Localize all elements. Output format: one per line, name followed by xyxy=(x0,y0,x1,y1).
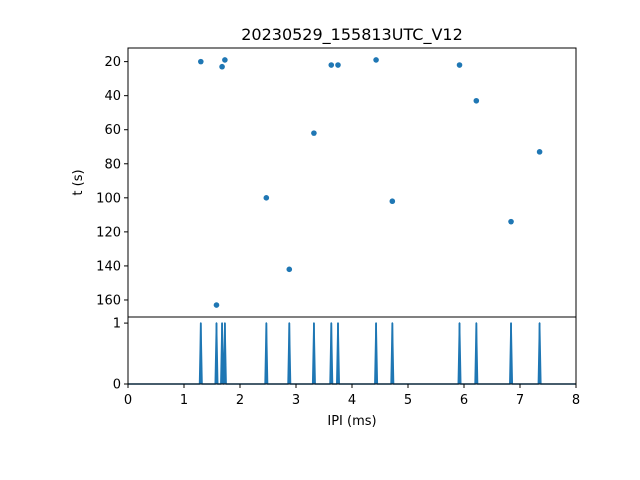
ipi-series-line xyxy=(128,322,576,385)
y-tick-label-4: 100 xyxy=(96,191,121,206)
plot-frame xyxy=(127,47,577,318)
scatter-point-6 xyxy=(311,130,317,136)
x-tick-label-3: 3 xyxy=(292,393,300,408)
y-tick-label-lower-0: 0 xyxy=(113,378,121,393)
scatter-point-7 xyxy=(328,62,335,68)
y-tick-label-lower-1: 1 xyxy=(113,317,121,332)
scatter-point-3 xyxy=(222,57,228,63)
x-tick-label-4: 4 xyxy=(348,393,356,408)
y-tick-label-7: 160 xyxy=(96,293,121,308)
x-axis-ticks: 0 1 2 3 4 5 6 7 8 xyxy=(124,384,580,408)
scatter-point-5 xyxy=(286,266,293,273)
scatter-point-9 xyxy=(373,57,379,63)
scatter-point-11 xyxy=(456,62,463,68)
scatter-point-12 xyxy=(473,97,480,104)
plot-frame-lower xyxy=(127,316,577,385)
scatter-point-2 xyxy=(219,63,225,70)
scatter-point-14 xyxy=(536,149,543,155)
x-tick-label-6: 6 xyxy=(460,393,468,408)
x-tick-label-7: 7 xyxy=(516,393,524,408)
chart-title: 20230529_155813UTC_V12 xyxy=(241,25,463,45)
x-tick-label-2: 2 xyxy=(236,393,244,408)
y-axis-ticks: 20 40 60 80 100 120 140 160 xyxy=(96,55,128,308)
y-tick-label-0: 20 xyxy=(104,55,121,70)
y-tick-label-5: 120 xyxy=(96,225,121,240)
scatter-panel: 20230529_155813UTC_V12 t (s) 20 40 60 80 100… xyxy=(71,25,577,318)
x-tick-label-8: 8 xyxy=(572,393,580,408)
ipi-impulse-line xyxy=(128,322,576,385)
scatter-point-0 xyxy=(198,58,204,65)
x-tick-label-1: 1 xyxy=(180,393,188,408)
y-tick-label-1: 40 xyxy=(104,89,121,104)
scatter-point-4 xyxy=(263,195,270,201)
y-tick-label-3: 80 xyxy=(104,157,121,172)
y-axis-label: t (s) xyxy=(71,169,86,195)
x-tick-label-5: 5 xyxy=(404,393,412,408)
x-axis-label: IPI (ms) xyxy=(327,414,376,429)
scatter-point-8 xyxy=(335,62,341,68)
y-axis-ticks-lower: 01 xyxy=(113,317,128,393)
scatter-point-1 xyxy=(213,302,220,308)
x-tick-label-0: 0 xyxy=(124,393,132,408)
y-tick-label-2: 60 xyxy=(104,123,121,138)
scatter-points xyxy=(198,57,543,308)
y-tick-label-6: 140 xyxy=(96,259,121,274)
scatter-point-13 xyxy=(508,218,514,225)
scatter-point-10 xyxy=(389,198,396,205)
